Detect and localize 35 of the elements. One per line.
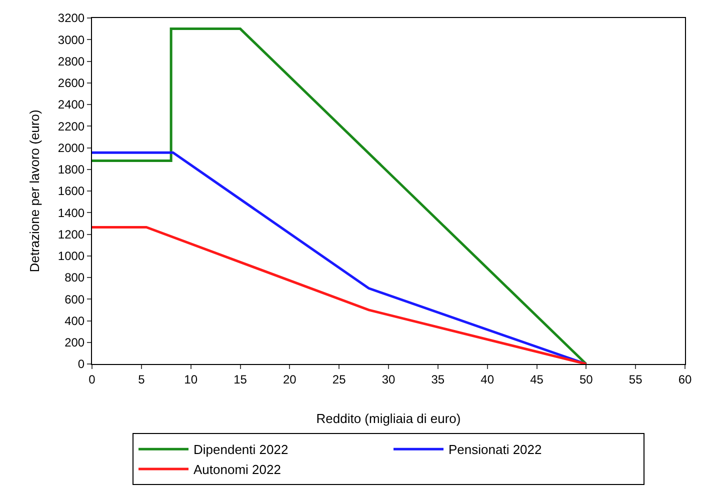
legend-label: Dipendenti 2022 (194, 442, 288, 458)
y-tick-label: 400 (64, 314, 85, 328)
y-tick-label: 2800 (58, 54, 85, 68)
y-tick-label: 1000 (58, 249, 85, 264)
y-tick-label: 600 (64, 292, 85, 306)
y-tick-label: 1400 (58, 206, 85, 220)
x-tick-label: 15 (234, 372, 248, 386)
x-tick-label: 60 (678, 372, 692, 386)
x-tick-label: 0 (88, 372, 96, 386)
x-tick-label: 45 (530, 372, 544, 386)
y-tick-label: 2000 (58, 140, 85, 155)
legend-label: Pensionati 2022 (448, 442, 542, 458)
y-tick-label: 800 (64, 270, 85, 285)
x-tick-label: 50 (579, 372, 594, 386)
x-axis-title: Reddito (migliaia di euro) (316, 411, 461, 426)
y-tick-label: 3000 (58, 32, 85, 47)
x-tick-label: 25 (332, 372, 346, 386)
x-tick-label: 10 (184, 372, 198, 386)
x-tick-label: 5 (138, 372, 146, 386)
y-tick-label: 0 (78, 357, 85, 372)
y-tick-label: 2200 (58, 119, 85, 134)
y-tick-label: 1800 (58, 162, 85, 177)
y-tick-label: 1200 (58, 227, 85, 242)
y-tick-label: 200 (64, 336, 85, 350)
y-tick-label: 2400 (58, 98, 85, 112)
y-axis-title: Detrazione per lavoro (euro) (26, 110, 42, 272)
y-tick-label: 1600 (58, 184, 85, 198)
x-tick-label: 55 (628, 372, 643, 386)
x-tick-label: 20 (282, 372, 297, 386)
legend-label: Autonomi 2022 (194, 462, 281, 478)
y-tick-label: 3200 (58, 11, 85, 26)
x-tick-label: 30 (382, 372, 396, 386)
x-tick-label: 40 (480, 372, 494, 386)
y-tick-label: 2600 (58, 76, 85, 90)
x-tick-label: 35 (431, 372, 445, 386)
